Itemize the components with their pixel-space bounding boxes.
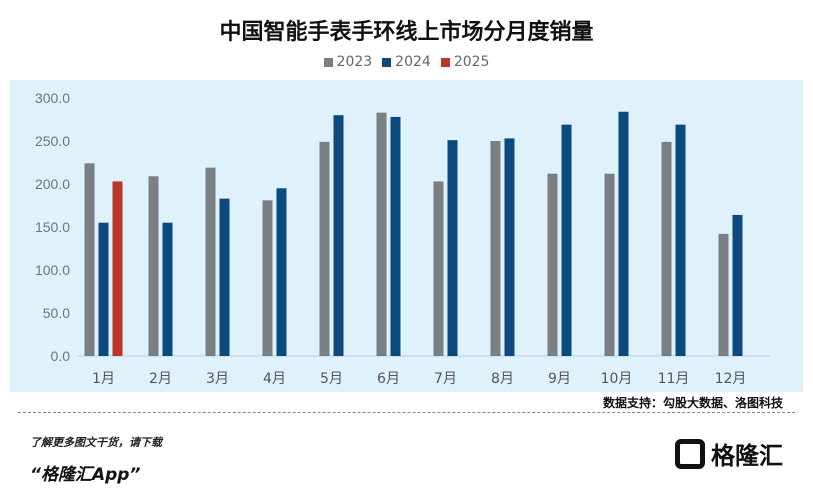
x-tick-label: 1月	[92, 371, 115, 387]
y-tick-label: 300.0	[35, 90, 70, 106]
y-tick-label: 50.0	[43, 305, 70, 321]
x-tick-label: 2月	[149, 371, 172, 387]
bar-2023-7	[433, 181, 444, 356]
promo-text: 了解更多图文干货，请下载	[30, 436, 162, 449]
legend: 2023 2024 2025	[0, 54, 813, 70]
bar-2023-12	[718, 233, 729, 356]
bar-2024-10	[618, 111, 629, 356]
bar-2023-9	[547, 173, 558, 356]
bar-2023-3	[205, 167, 216, 356]
legend-label: 2025	[453, 54, 490, 70]
bar-2024-2	[162, 222, 173, 356]
y-tick-label: 100.0	[35, 262, 70, 278]
x-tick-label: 5月	[320, 371, 343, 387]
logo-text: 格隆汇	[711, 442, 783, 470]
source-note: 数据支持：勾股大数据、洛图科技	[602, 396, 783, 410]
bar-2023-6	[376, 112, 387, 356]
bar-2024-12	[732, 214, 743, 356]
bar-2023-10	[604, 173, 615, 356]
legend-item-2023: 2023	[323, 54, 373, 70]
x-tick-label: 4月	[263, 371, 286, 387]
y-tick-label: 0.0	[51, 348, 71, 364]
bar-2024-4	[276, 188, 287, 356]
bar-2023-2	[148, 176, 159, 356]
y-tick-label: 150.0	[35, 219, 70, 235]
x-tick-label: 3月	[206, 371, 229, 387]
chart-title: 中国智能手表手环线上市场分月度销量	[219, 20, 594, 45]
promo-app-name: “格隆汇App”	[30, 465, 141, 485]
bar-2024-5	[333, 115, 344, 356]
bar-2024-11	[675, 124, 686, 356]
bar-2024-9	[561, 124, 572, 356]
bar-2025-1	[112, 181, 123, 356]
x-tick-label: 9月	[548, 371, 571, 387]
legend-label: 2024	[395, 54, 431, 70]
divider	[18, 412, 795, 413]
legend-label: 2023	[336, 54, 373, 70]
bar-2024-7	[447, 140, 458, 356]
bar-2023-8	[490, 141, 501, 356]
bar-2024-8	[504, 138, 515, 356]
bar-2024-3	[219, 198, 230, 356]
logo: 格隆汇	[675, 436, 783, 471]
y-tick-label: 200.0	[35, 176, 70, 192]
logo-g-icon	[675, 438, 705, 469]
x-tick-label: 10月	[601, 371, 633, 387]
plot-area: 0.0 50.0 100.0 150.0 200.0 250.0 300.0 1月 2月 3月 4月…	[10, 80, 803, 392]
bar-2023-5	[319, 141, 330, 356]
bar-2023-4	[262, 200, 273, 356]
legend-item-2025: 2025	[440, 54, 490, 70]
bar-2024-6	[390, 116, 401, 356]
bar-2023-1	[84, 163, 95, 356]
x-tick-label: 11月	[658, 371, 690, 387]
x-tick-label: 6月	[377, 371, 400, 387]
bar-2024-1	[98, 222, 109, 356]
y-tick-label: 250.0	[35, 133, 70, 149]
x-tick-label: 8月	[491, 371, 514, 387]
bar-2023-11	[661, 141, 672, 356]
x-tick-label: 7月	[434, 371, 457, 387]
x-tick-label: 12月	[715, 371, 747, 387]
legend-item-2024: 2024	[382, 54, 431, 70]
bar-chart: 0.0 50.0 100.0 150.0 200.0 250.0 300.0 1月 2月 3月 4月…	[35, 90, 770, 387]
